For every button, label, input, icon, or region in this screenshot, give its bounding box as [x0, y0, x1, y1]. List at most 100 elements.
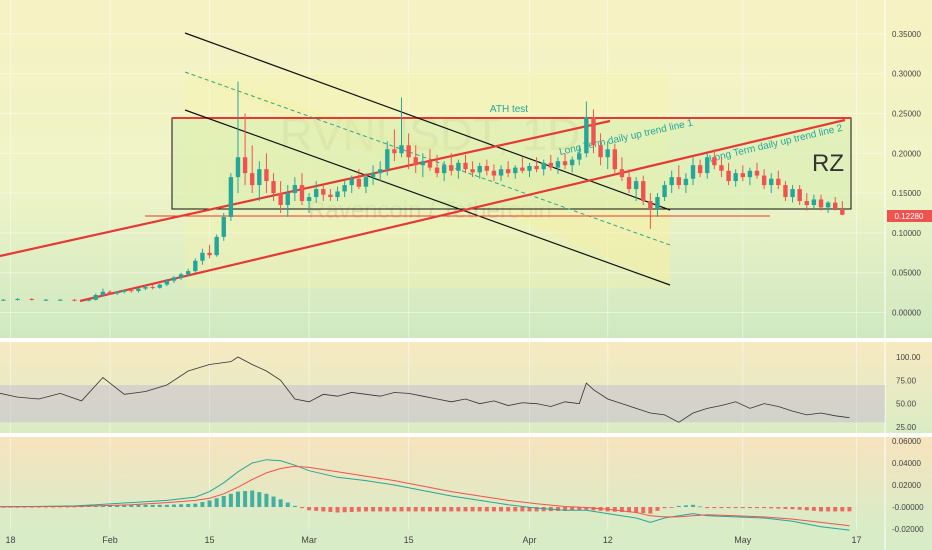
candle-body	[129, 290, 134, 292]
candle-body	[527, 165, 532, 171]
candle-body	[612, 149, 618, 170]
candle-body	[228, 177, 234, 217]
last-price-text: 0.12280	[895, 212, 924, 221]
candle-body	[93, 294, 98, 300]
candle-body	[648, 201, 653, 209]
candle-body	[811, 199, 817, 206]
channel-lower-line[interactable]	[184, 109, 671, 286]
macd-histogram-bar	[115, 505, 120, 507]
macd-histogram-bar	[449, 507, 454, 512]
candle-body	[321, 189, 326, 195]
macd-histogram-bar	[51, 506, 56, 508]
candle-body	[171, 277, 177, 281]
macd-histogram-bar	[136, 504, 141, 507]
macd-histogram-bar	[250, 490, 255, 507]
candle-body	[385, 149, 390, 170]
macd-histogram-bar	[200, 502, 205, 507]
rsi-tick-label: 50.00	[896, 400, 917, 409]
time-scale[interactable]: 18Feb15Mar15Apr12May17Jun14Jul12	[5, 535, 932, 545]
macd-histogram-bar	[392, 507, 397, 512]
macd-histogram-bar	[648, 507, 653, 514]
candle-body	[114, 291, 120, 294]
candle-body	[562, 161, 568, 166]
macd-histogram-bar	[683, 505, 688, 507]
macd-histogram-bar	[527, 507, 532, 512]
candle-body	[178, 274, 184, 278]
macd-histogram-bar	[349, 507, 354, 512]
candle-body	[186, 271, 191, 275]
macd-histogram-bar	[819, 507, 823, 512]
candle-body	[598, 145, 603, 158]
candle-body	[122, 290, 127, 292]
macd-histogram-bar	[705, 507, 710, 509]
macd-histogram-bar	[122, 505, 127, 507]
candle-body	[285, 193, 290, 206]
trend-line-2[interactable]	[79, 118, 846, 303]
macd-histogram-bar	[342, 507, 347, 513]
macd-histogram-bar	[591, 507, 596, 511]
candle-body	[43, 299, 49, 301]
candle-body	[1, 299, 6, 301]
time-tick-label: 18	[5, 535, 15, 545]
candle-body	[100, 291, 106, 295]
candle-body	[790, 189, 795, 198]
candle-body	[477, 165, 482, 173]
macd-histogram-bar	[371, 507, 376, 512]
macd-histogram-bar	[570, 507, 575, 511]
macd-histogram-bar	[477, 507, 482, 512]
macd-histogram-bar	[669, 507, 674, 508]
macd-histogram-bar	[655, 507, 660, 511]
macd-tick-label: 0.04000	[892, 459, 921, 468]
macd-histogram-bar	[456, 507, 461, 512]
time-tick-label: 15	[404, 535, 414, 545]
candle-body	[370, 173, 376, 178]
candle-body	[441, 165, 447, 174]
macd-histogram-bar	[108, 505, 112, 507]
macd-histogram-bar	[278, 499, 283, 507]
candle-body	[257, 169, 262, 186]
macd-histogram-bar	[712, 507, 717, 509]
candle-body	[719, 165, 724, 171]
macd-histogram-bar	[228, 493, 233, 507]
candle-body	[683, 178, 689, 186]
macd-histogram-bar	[627, 507, 632, 513]
candle-body	[705, 157, 710, 174]
price-tick-label: 0.15000	[892, 189, 921, 198]
macd-histogram-bar	[520, 507, 525, 512]
macd-histogram-bar	[641, 507, 646, 514]
candle-body	[264, 169, 269, 182]
candle-body	[548, 162, 554, 168]
macd-histogram-bar	[534, 507, 539, 512]
price-scale[interactable]: 0.400000.350000.300000.250000.200000.150…	[892, 0, 924, 534]
time-tick-label: Feb	[102, 535, 118, 545]
time-tick-label: 12	[603, 535, 613, 545]
candle-body	[619, 169, 625, 178]
macd-histogram-bar	[292, 505, 297, 507]
candle-body	[833, 202, 838, 209]
candle-body	[541, 162, 546, 170]
candle-body	[413, 157, 418, 166]
macd-histogram-bar	[719, 507, 724, 509]
macd-histogram-bar	[563, 507, 568, 511]
macd-histogram-bar	[790, 507, 795, 510]
macd-histogram-bar	[171, 504, 176, 507]
candle-body	[740, 173, 745, 178]
trend-line-1[interactable]	[0, 119, 611, 258]
macd-histogram-bar	[285, 502, 290, 507]
candle-body	[363, 177, 369, 187]
macd-histogram-bar	[826, 507, 831, 512]
candle-body	[783, 185, 788, 198]
macd-histogram-bar	[264, 493, 269, 507]
candle-body	[406, 145, 411, 158]
macd-histogram-bar	[44, 506, 49, 508]
candle-body	[505, 169, 511, 174]
candle-body	[605, 149, 610, 158]
candle-body	[392, 149, 397, 154]
macd-histogram-bar	[833, 507, 838, 512]
time-tick-label: 15	[205, 535, 215, 545]
price-tick-label: 0.35000	[892, 30, 921, 39]
macd-histogram-bar	[740, 507, 745, 509]
candle-body	[569, 159, 575, 166]
candle-body	[143, 287, 148, 289]
